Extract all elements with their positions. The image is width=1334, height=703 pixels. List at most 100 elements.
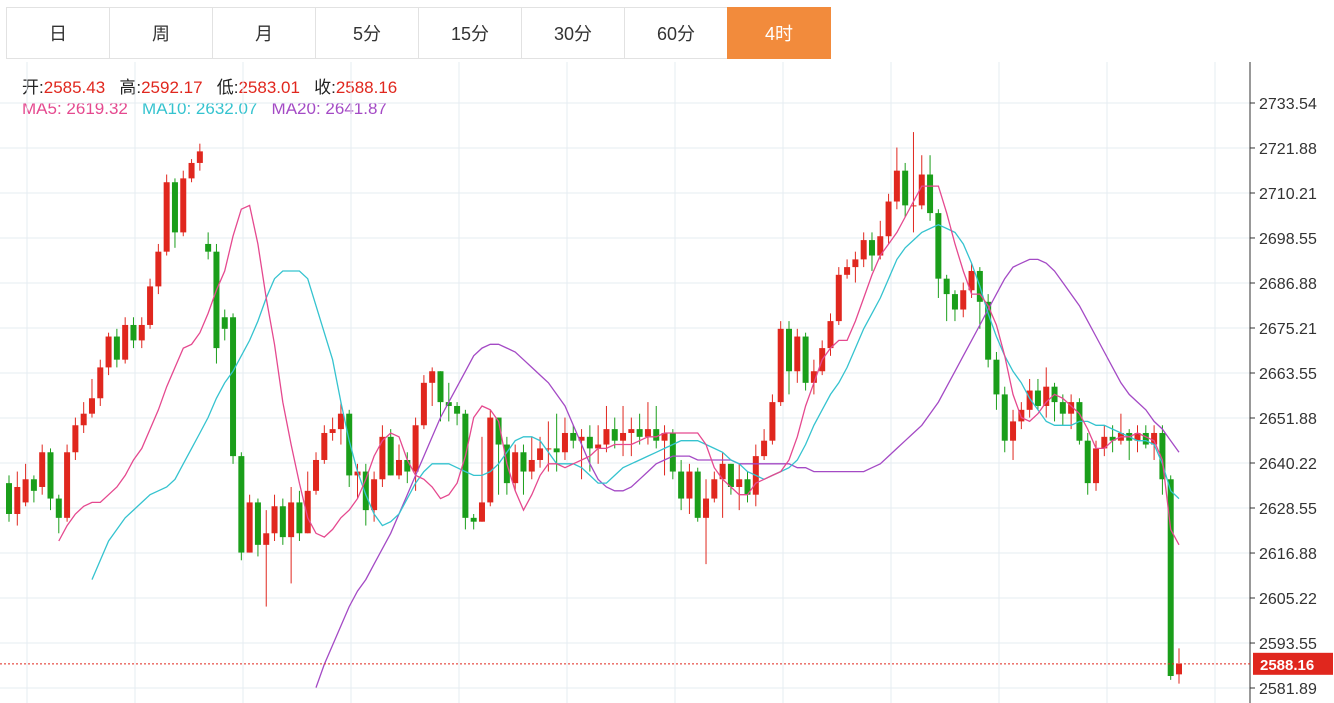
candle xyxy=(288,486,295,584)
candle-body xyxy=(205,243,212,252)
candle xyxy=(636,413,643,445)
candle-body xyxy=(246,502,253,553)
candle xyxy=(810,359,817,395)
tab-4hour[interactable]: 4时 xyxy=(727,7,831,59)
candle xyxy=(30,475,37,503)
candle-body xyxy=(603,429,610,445)
candle xyxy=(595,425,602,464)
candle-body xyxy=(1084,440,1091,484)
candle-body xyxy=(113,336,120,360)
candle-body xyxy=(346,413,353,476)
y-tick-label: 2721.88 xyxy=(1259,141,1317,158)
candle-body xyxy=(951,294,958,310)
candle-body xyxy=(727,463,734,487)
candle xyxy=(835,267,842,325)
tab-month[interactable]: 月 xyxy=(212,7,316,59)
candle xyxy=(113,328,120,368)
high-label: 高: xyxy=(119,78,142,97)
candle-body xyxy=(263,533,270,545)
candle xyxy=(520,444,527,495)
candle xyxy=(313,452,320,495)
ma10-value: 2632.07 xyxy=(195,99,258,118)
candle-body xyxy=(636,429,643,437)
candle-body xyxy=(1059,402,1066,414)
tab-15min[interactable]: 15分 xyxy=(418,7,522,59)
y-tick-label: 2733.54 xyxy=(1259,96,1317,113)
candle-body xyxy=(55,498,62,518)
candle xyxy=(1018,402,1025,430)
candle xyxy=(254,498,261,557)
candle-body xyxy=(761,440,768,457)
y-tick-label: 2640.22 xyxy=(1259,456,1317,473)
candle-body xyxy=(860,240,867,260)
candle-body xyxy=(329,429,336,433)
candle-body xyxy=(188,162,195,179)
candle xyxy=(694,467,701,522)
candle-body xyxy=(893,170,900,202)
candle xyxy=(868,232,875,271)
candle-body xyxy=(669,432,676,472)
candle xyxy=(1134,425,1141,453)
current-price-tag xyxy=(1253,652,1333,675)
candle-body xyxy=(147,286,154,325)
candle-body xyxy=(105,336,112,368)
candle xyxy=(769,394,776,445)
candle-body xyxy=(155,251,162,287)
candle-body xyxy=(371,479,378,511)
candle-body xyxy=(429,371,436,383)
candle-body xyxy=(230,317,237,457)
candle-body xyxy=(64,452,71,518)
candle xyxy=(993,351,1000,410)
candle xyxy=(180,170,187,237)
candle xyxy=(337,402,344,445)
candle xyxy=(1051,382,1058,422)
candle xyxy=(893,147,900,210)
candle-body xyxy=(985,301,992,360)
candle xyxy=(495,417,502,495)
candle-body xyxy=(927,174,934,214)
candle xyxy=(761,429,768,460)
tab-week[interactable]: 周 xyxy=(109,7,213,59)
y-tick-label: 2616.88 xyxy=(1259,546,1317,563)
candle xyxy=(918,155,925,210)
candle-body xyxy=(72,425,79,453)
candle-body xyxy=(943,278,950,295)
candle-body xyxy=(487,417,494,503)
candle-body xyxy=(304,490,311,534)
tab-60min[interactable]: 60分 xyxy=(624,7,728,59)
candle xyxy=(711,471,718,503)
y-tick-label: 2651.88 xyxy=(1259,411,1317,428)
candle xyxy=(55,494,62,534)
candle xyxy=(827,313,834,356)
candle-body xyxy=(462,413,469,518)
candle-body xyxy=(445,402,452,406)
candle xyxy=(561,417,568,460)
candle-body xyxy=(935,213,942,279)
candle xyxy=(1068,394,1075,430)
tab-5min[interactable]: 5分 xyxy=(315,7,419,59)
candle-body xyxy=(337,413,344,430)
candle xyxy=(279,498,286,545)
candle xyxy=(1176,648,1182,684)
tab-day[interactable]: 日 xyxy=(6,7,110,59)
tab-30min[interactable]: 30分 xyxy=(521,7,625,59)
candle xyxy=(64,444,71,522)
candle-body xyxy=(138,324,145,341)
ma-readout: MA5: 2619.32 MA10: 2632.07 MA20: 2641.87 xyxy=(22,99,387,119)
candle xyxy=(462,409,469,530)
ma5-line xyxy=(58,185,1180,546)
candle xyxy=(794,328,801,383)
candle-body xyxy=(420,382,427,426)
candle xyxy=(39,444,46,495)
candle-body xyxy=(1001,394,1008,441)
candle-body xyxy=(844,267,851,275)
candle-body xyxy=(362,471,369,511)
candle-body xyxy=(404,459,411,472)
candle-body xyxy=(877,236,884,256)
candle xyxy=(1010,409,1017,460)
candle xyxy=(902,162,909,217)
candle-body xyxy=(313,459,320,491)
candle-body xyxy=(545,448,552,450)
candle-body xyxy=(478,502,485,522)
